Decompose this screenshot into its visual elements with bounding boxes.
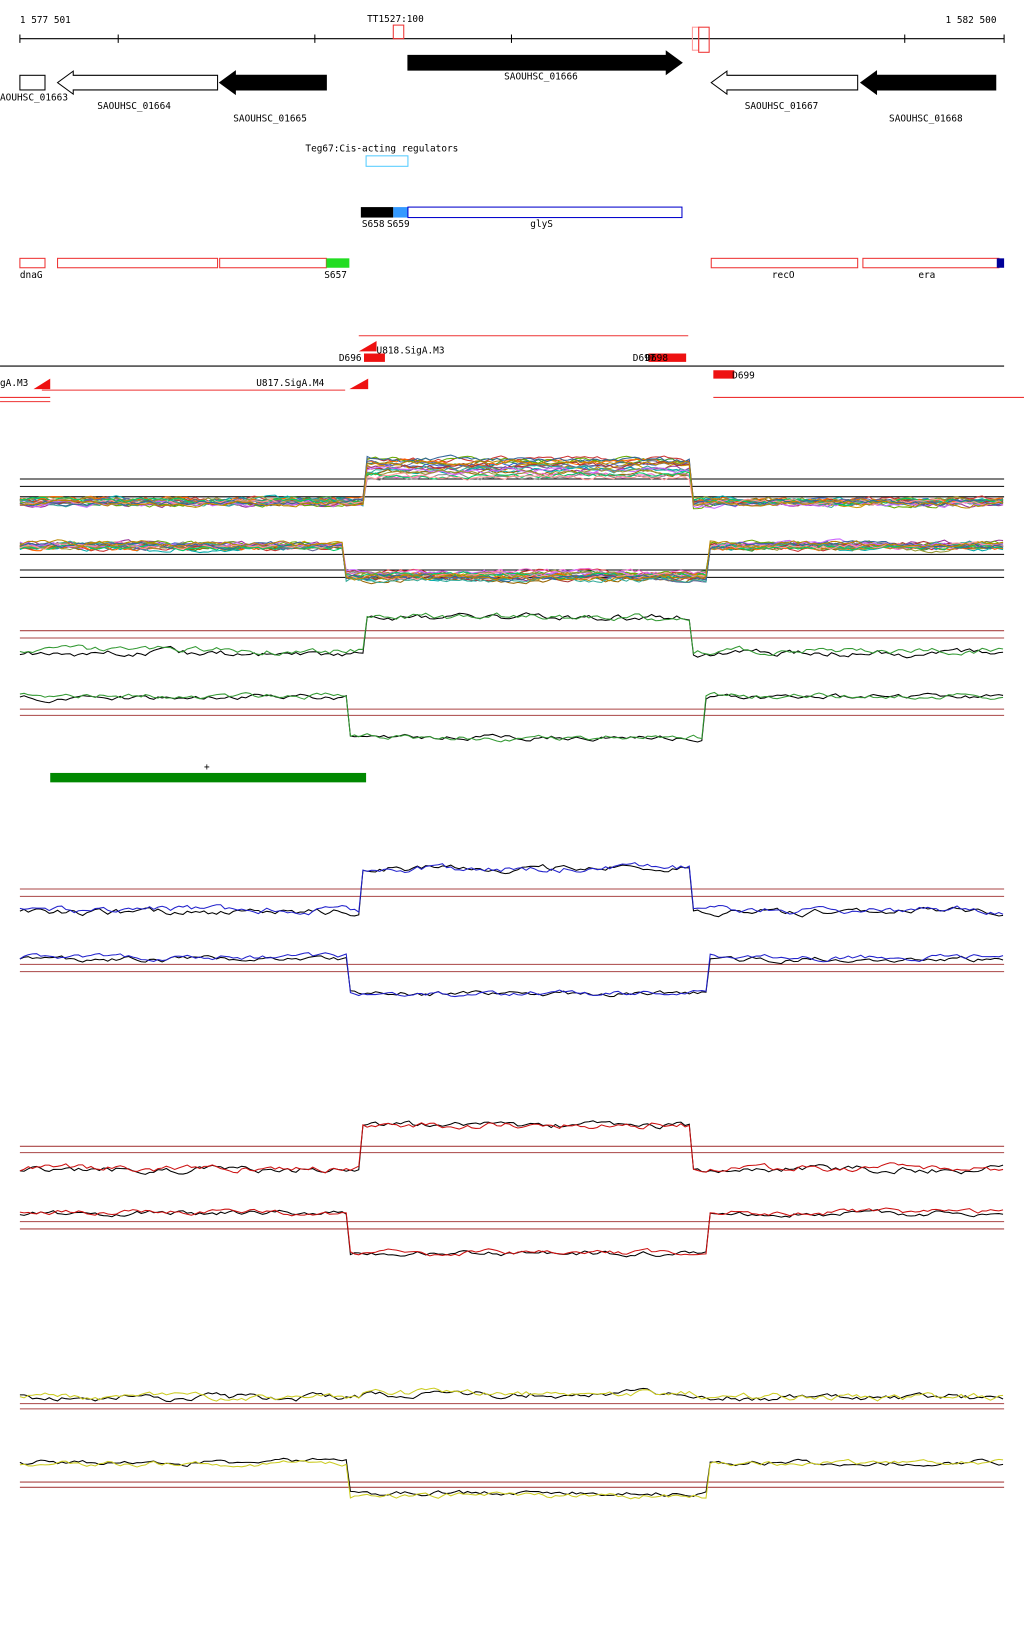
gene-label: SAOUHSC_01668 [889, 113, 963, 124]
profile-line [19, 952, 1004, 998]
promoter-label: D696 [339, 353, 362, 364]
ruler-end: 1 582 500 [946, 15, 997, 26]
profile-line [19, 543, 1004, 580]
profile-line [19, 691, 1004, 743]
ruler-marker: TT1527:100 [367, 14, 424, 25]
genes [19, 50, 997, 96]
promoter-label: D698 [645, 353, 668, 364]
segment [407, 206, 683, 219]
operon-label: recO [772, 270, 795, 281]
strand-bar [50, 772, 367, 783]
profile-line [19, 1458, 1004, 1500]
operon-label: era [918, 270, 935, 281]
promoter-label: U818.SigA.M3 [377, 346, 445, 357]
operon-fill [996, 258, 1005, 268]
regulator-box [365, 155, 409, 167]
profile-line [19, 541, 1004, 581]
promoter-label: D699 [732, 371, 755, 382]
segment-label: S659 [387, 219, 410, 230]
segment [393, 207, 408, 218]
regulator-label: Teg67:Cis-acting regulators [305, 144, 458, 155]
ruler [19, 34, 1005, 43]
promoter-label: gA.M3 [0, 378, 28, 389]
gene-label: SAOUHSC_01667 [745, 101, 819, 112]
profile-line [19, 540, 1004, 582]
promoters [0, 335, 1024, 403]
profile-line [19, 454, 1004, 507]
operon-fill [326, 258, 350, 268]
profile-line [19, 459, 1004, 509]
operon-label: S657 [324, 270, 347, 281]
promoter-label: D697 [633, 353, 656, 364]
profile-line [19, 612, 1004, 659]
profile-line [19, 612, 1004, 656]
profile-line [19, 1387, 1004, 1403]
gene-label: SAOUHSC_01665 [233, 113, 307, 124]
profile-line [19, 539, 1004, 582]
promoter-label: U817.SigA.M4 [256, 378, 324, 389]
profile-line [19, 471, 1004, 507]
profile-line [19, 864, 1004, 918]
operon-label: dnaG [20, 270, 43, 281]
strand-label: + [204, 762, 210, 773]
profile-line [19, 1122, 1004, 1174]
profile-line [19, 1207, 1004, 1257]
profile-line [19, 955, 1004, 998]
profile-line [19, 862, 1004, 916]
segment-label: S658 [362, 219, 385, 230]
segment-label: glyS [530, 219, 553, 230]
operons [19, 257, 1000, 269]
profile-line [19, 692, 1004, 743]
profile-line [19, 1387, 1004, 1402]
profile-line [19, 1457, 1004, 1497]
gene-label: SAOUHSC_01666 [504, 71, 578, 82]
segment [360, 207, 394, 218]
marker-box [392, 24, 405, 40]
gene-label: AOUHSC_01663 [0, 92, 68, 103]
gene-label: SAOUHSC_01664 [97, 101, 171, 112]
profile-line [19, 1209, 1004, 1258]
expression-tracks [19, 454, 1005, 1500]
ruler-start: 1 577 501 [20, 15, 71, 26]
marker-box [698, 26, 710, 53]
